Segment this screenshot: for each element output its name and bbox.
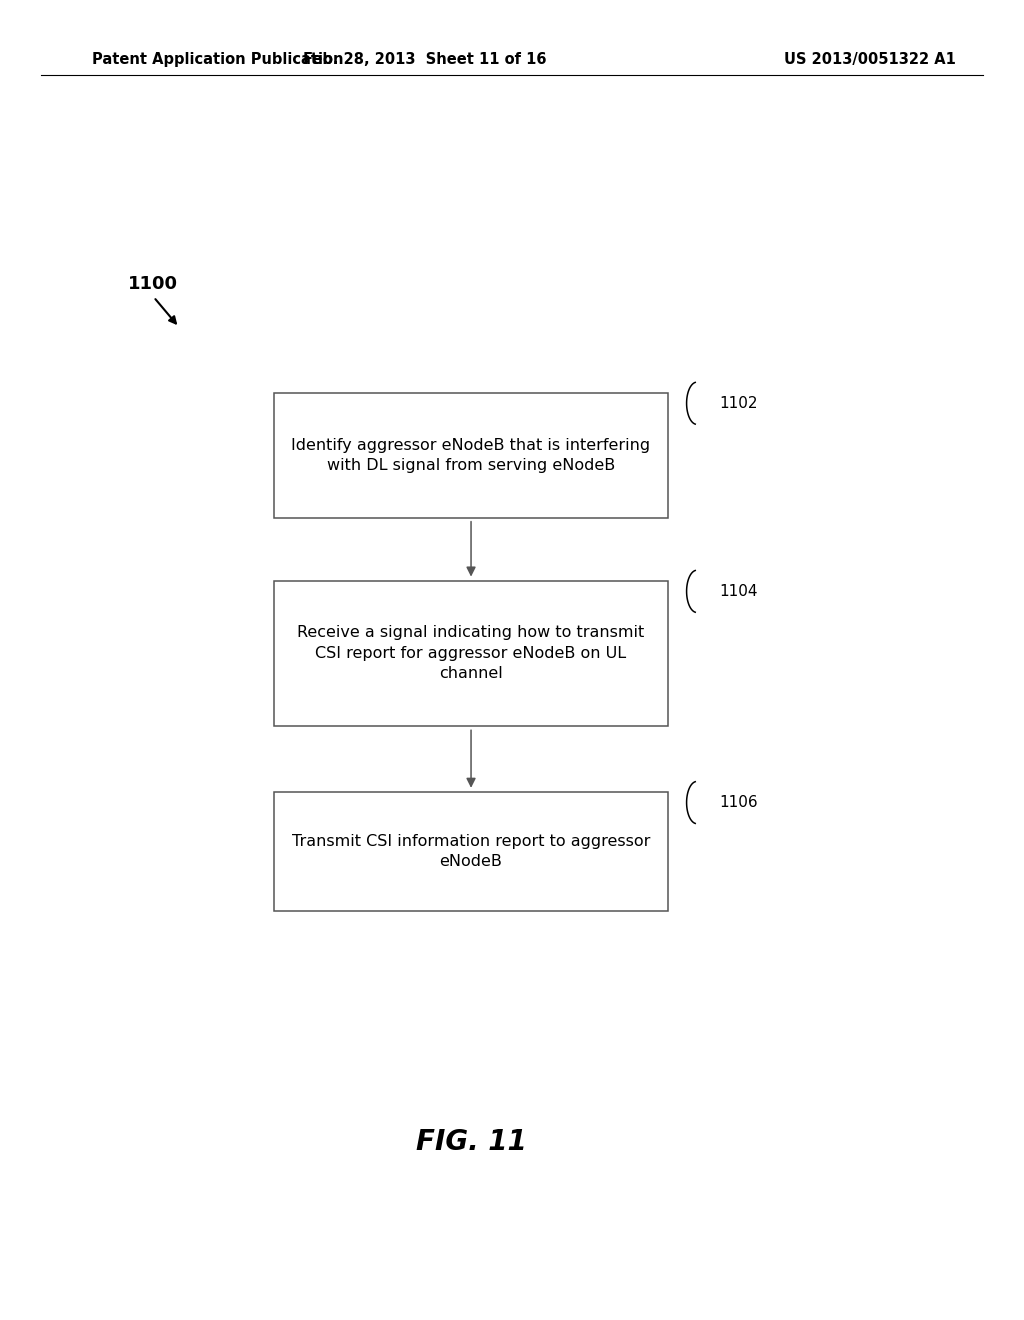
Bar <box>274 393 669 517</box>
Text: Identify aggressor eNodeB that is interfering
with DL signal from serving eNodeB: Identify aggressor eNodeB that is interf… <box>292 438 650 473</box>
Bar <box>274 581 669 726</box>
Text: US 2013/0051322 A1: US 2013/0051322 A1 <box>784 51 956 67</box>
Text: 1102: 1102 <box>720 396 758 411</box>
Text: Receive a signal indicating how to transmit
CSI report for aggressor eNodeB on U: Receive a signal indicating how to trans… <box>297 626 645 681</box>
Text: Transmit CSI information report to aggressor
eNodeB: Transmit CSI information report to aggre… <box>292 834 650 869</box>
Text: Patent Application Publication: Patent Application Publication <box>92 51 344 67</box>
Text: 1106: 1106 <box>720 795 758 810</box>
Text: Feb. 28, 2013  Sheet 11 of 16: Feb. 28, 2013 Sheet 11 of 16 <box>303 51 547 67</box>
Text: 1100: 1100 <box>128 275 178 293</box>
Text: 1104: 1104 <box>720 583 758 599</box>
Text: FIG. 11: FIG. 11 <box>416 1127 526 1156</box>
Bar <box>274 792 669 911</box>
